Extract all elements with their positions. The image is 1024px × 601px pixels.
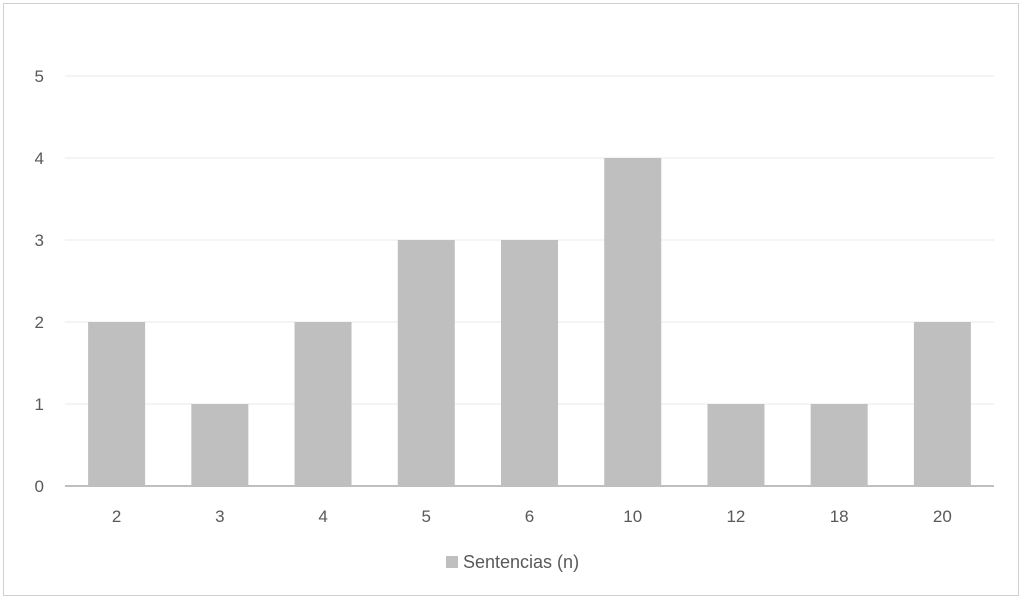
bar (707, 404, 765, 486)
bar (191, 404, 249, 486)
bar (397, 240, 455, 486)
x-tick-label: 12 (726, 507, 745, 526)
y-tick-label: 1 (35, 395, 44, 414)
y-tick-label: 5 (35, 67, 44, 86)
bars (88, 158, 971, 486)
y-tick-label: 3 (35, 231, 44, 250)
legend-swatch (446, 556, 458, 568)
x-tick-label: 2 (112, 507, 121, 526)
y-tick-label: 4 (35, 149, 44, 168)
bar (913, 322, 971, 486)
x-tick-label: 20 (933, 507, 952, 526)
x-tick-label: 18 (830, 507, 849, 526)
legend-label: Sentencias (n) (463, 552, 579, 572)
x-tick-label: 6 (525, 507, 534, 526)
bar (88, 322, 146, 486)
bar (604, 158, 662, 486)
bar (294, 322, 352, 486)
y-tick-label: 2 (35, 313, 44, 332)
legend: Sentencias (n) (446, 552, 579, 572)
bar (810, 404, 868, 486)
y-axis-ticks: 0 1 2 3 4 5 (35, 67, 44, 496)
x-tick-label: 4 (318, 507, 327, 526)
x-tick-label: 10 (623, 507, 642, 526)
y-tick-label: 0 (35, 477, 44, 496)
x-axis-ticks: 2 3 4 5 6 10 12 18 20 (112, 507, 952, 526)
bar (501, 240, 558, 486)
x-tick-label: 5 (422, 507, 431, 526)
x-tick-label: 3 (215, 507, 224, 526)
